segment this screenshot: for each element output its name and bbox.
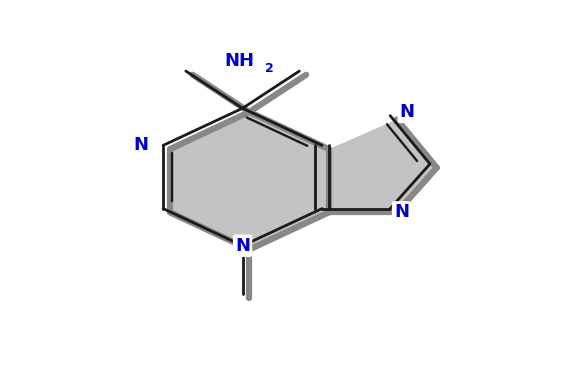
Polygon shape: [329, 119, 437, 212]
Text: N: N: [400, 103, 415, 121]
Polygon shape: [170, 112, 329, 249]
Text: 2: 2: [266, 62, 274, 74]
Text: N: N: [235, 237, 250, 255]
Text: N: N: [394, 203, 409, 221]
Text: N: N: [133, 136, 148, 154]
Text: NH: NH: [225, 52, 255, 70]
